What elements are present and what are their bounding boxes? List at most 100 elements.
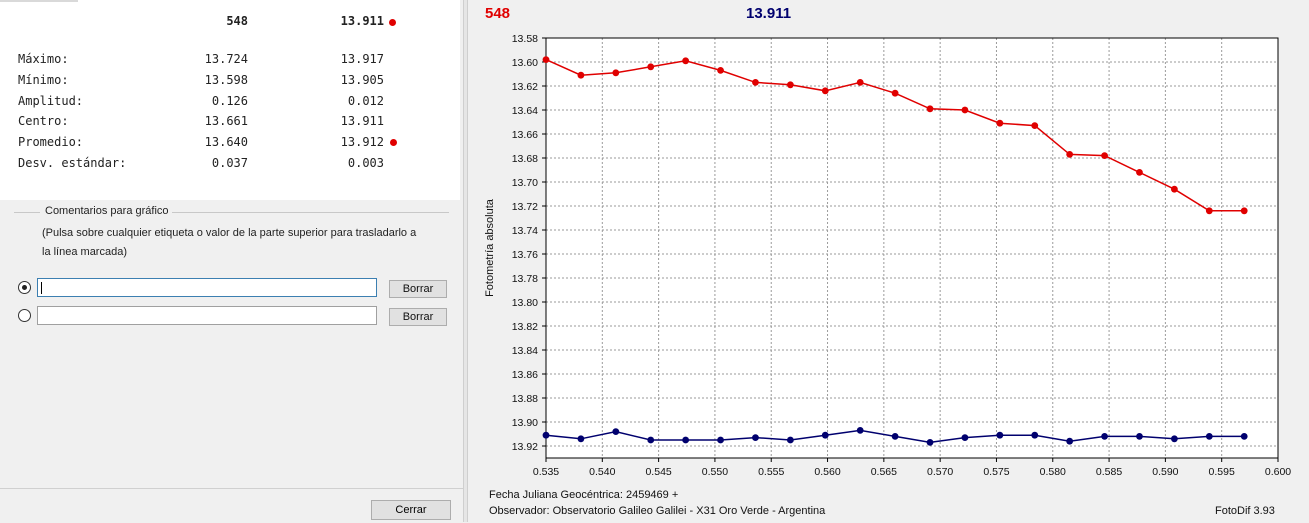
y-tick-label: 13.62 bbox=[512, 81, 538, 93]
series-point-548[interactable] bbox=[647, 63, 655, 71]
stat-label[interactable]: Máximo: bbox=[18, 52, 69, 66]
stat-value[interactable]: 0.126 bbox=[211, 93, 248, 108]
comment-line-2-radio[interactable] bbox=[18, 309, 31, 322]
panel-splitter[interactable] bbox=[463, 0, 468, 522]
series-point-13.911[interactable] bbox=[577, 435, 585, 443]
stat-label[interactable]: Desv. estándar: bbox=[18, 155, 127, 170]
series-point-13.911[interactable] bbox=[856, 427, 864, 434]
series-point-548[interactable] bbox=[1170, 185, 1178, 193]
chart-header-blue-label[interactable]: 13.911 bbox=[746, 5, 792, 22]
series-point-548[interactable] bbox=[1066, 151, 1074, 158]
series-point-13.911[interactable] bbox=[961, 434, 969, 441]
y-tick-label: 13.78 bbox=[512, 273, 538, 285]
stat-value[interactable]: 13.724 bbox=[204, 52, 248, 66]
stat-label[interactable]: Amplitud: bbox=[18, 93, 84, 108]
x-tick-label: 0.555 bbox=[758, 466, 784, 478]
series-point-13.911[interactable] bbox=[612, 428, 620, 435]
stat-value[interactable]: 13.661 bbox=[204, 114, 248, 129]
y-tick-label: 13.76 bbox=[512, 249, 538, 261]
series-point-13.911[interactable] bbox=[1101, 433, 1108, 440]
y-tick-label: 13.86 bbox=[512, 369, 538, 381]
series-point-13.911[interactable] bbox=[752, 434, 759, 441]
stat-value[interactable]: 13.640 bbox=[204, 135, 248, 150]
series-point-13.911[interactable] bbox=[717, 436, 724, 444]
series-point-13.911[interactable] bbox=[1066, 437, 1074, 445]
x-tick-label: 0.595 bbox=[1209, 466, 1235, 478]
x-tick-label: 0.590 bbox=[1152, 466, 1178, 478]
series-point-548[interactable] bbox=[891, 89, 899, 97]
x-tick-label: 0.600 bbox=[1265, 466, 1291, 478]
x-tick-label: 0.540 bbox=[589, 466, 615, 478]
stat-value[interactable]: 0.012 bbox=[347, 93, 384, 108]
series-point-13.911[interactable] bbox=[1170, 435, 1178, 443]
chart-header-red-label[interactable]: 548 bbox=[485, 5, 511, 22]
promedio-marker-dot bbox=[390, 139, 397, 147]
series-point-13.911[interactable] bbox=[1136, 433, 1143, 440]
series-point-13.911[interactable] bbox=[926, 439, 934, 446]
photometry-chart: 13.58 13.60 13.62 13.64 13.66 13.68 13.70 13.72… bbox=[484, 33, 1291, 478]
series-point-13.911[interactable] bbox=[996, 431, 1004, 439]
series-point-548[interactable] bbox=[752, 79, 759, 86]
stat-label[interactable]: Promedio: bbox=[18, 135, 84, 150]
comment-line-2-input[interactable] bbox=[37, 306, 377, 325]
groupbox-line-left bbox=[14, 212, 40, 213]
y-tick-label: 13.72 bbox=[512, 201, 538, 213]
y-tick-label: 13.66 bbox=[512, 129, 538, 141]
series-point-13.911[interactable] bbox=[682, 436, 690, 444]
series-point-13.911[interactable] bbox=[1240, 433, 1248, 440]
stat-value[interactable]: 13.905 bbox=[340, 72, 384, 87]
series-point-548[interactable] bbox=[821, 87, 829, 95]
series-point-548[interactable] bbox=[786, 81, 794, 89]
comment-line-1-clear-button[interactable]: Borrar bbox=[389, 280, 447, 298]
plot-area bbox=[546, 38, 1278, 458]
series-point-548[interactable] bbox=[682, 57, 690, 65]
stat-label[interactable]: Mínimo: bbox=[18, 72, 69, 87]
series-point-13.911[interactable] bbox=[821, 431, 829, 439]
comment-line-1-input[interactable] bbox=[37, 278, 377, 297]
stat-label[interactable]: Centro: bbox=[18, 114, 69, 129]
y-tick-label: 13.84 bbox=[512, 345, 538, 357]
stats-header-col1[interactable]: 548 bbox=[226, 14, 248, 28]
series-point-548[interactable] bbox=[1205, 207, 1213, 215]
series-point-548[interactable] bbox=[1240, 207, 1248, 215]
stat-value[interactable]: 13.911 bbox=[340, 114, 384, 129]
series-point-548[interactable] bbox=[542, 56, 550, 63]
series-point-13.911[interactable] bbox=[891, 433, 899, 440]
x-tick-label: 0.575 bbox=[983, 466, 1009, 478]
series-point-548[interactable] bbox=[996, 119, 1004, 127]
series-point-548[interactable] bbox=[961, 106, 969, 114]
x-tick-label: 0.550 bbox=[702, 466, 728, 478]
x-tick-label: 0.580 bbox=[1040, 466, 1066, 478]
y-tick-label: 13.68 bbox=[512, 153, 538, 165]
footer-observer: Observador: Observatorio Galileo Galilei… bbox=[489, 505, 826, 517]
statistics-area: 548 13.911 Máximo: 13.724 13.917 Mínimo:… bbox=[0, 0, 460, 200]
comment-line-2-clear-button[interactable]: Borrar bbox=[389, 308, 447, 326]
series-point-13.911[interactable] bbox=[647, 436, 655, 444]
stats-header-col2[interactable]: 13.911 bbox=[340, 14, 384, 28]
text-caret bbox=[41, 282, 42, 294]
series-point-548[interactable] bbox=[1101, 152, 1108, 159]
series-point-548[interactable] bbox=[1136, 169, 1143, 176]
groupbox-line-right bbox=[172, 212, 449, 213]
series-point-548[interactable] bbox=[1031, 122, 1039, 129]
series-point-548[interactable] bbox=[612, 69, 620, 77]
stat-value[interactable]: 13.912 bbox=[340, 135, 384, 150]
stat-value[interactable]: 0.037 bbox=[211, 155, 248, 170]
series-point-13.911[interactable] bbox=[786, 436, 794, 444]
close-button[interactable]: Cerrar bbox=[371, 500, 451, 520]
y-tick-label: 13.64 bbox=[512, 105, 538, 117]
stat-value[interactable]: 0.003 bbox=[347, 155, 384, 170]
stat-value[interactable]: 13.917 bbox=[340, 52, 384, 66]
comment-line-1-radio[interactable] bbox=[18, 281, 31, 294]
series-point-13.911[interactable] bbox=[1205, 433, 1213, 440]
comments-group-title: Comentarios para gráfico bbox=[45, 205, 169, 217]
series-point-548[interactable] bbox=[856, 79, 864, 86]
series-point-13.911[interactable] bbox=[542, 431, 550, 439]
stat-value[interactable]: 13.598 bbox=[204, 72, 248, 87]
y-tick-label: 13.60 bbox=[512, 57, 538, 69]
series-point-548[interactable] bbox=[926, 105, 934, 113]
series-point-548[interactable] bbox=[717, 67, 724, 74]
series-point-548[interactable] bbox=[577, 71, 585, 79]
header-marker-dot bbox=[389, 19, 396, 26]
series-point-13.911[interactable] bbox=[1031, 431, 1039, 439]
